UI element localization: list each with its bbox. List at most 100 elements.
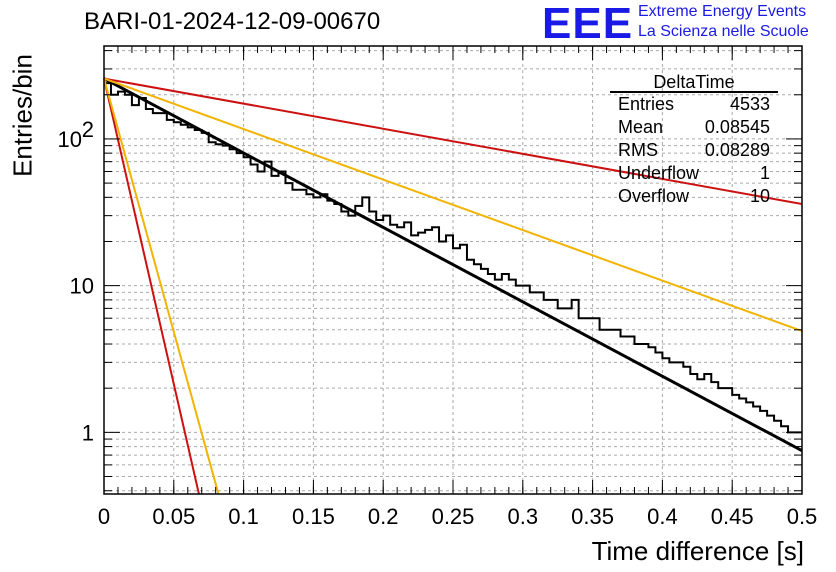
- histogram-bin: [704, 374, 711, 494]
- histogram-bin: [348, 216, 355, 494]
- y-tick-exponent: 2: [82, 117, 94, 142]
- histogram-bin: [397, 227, 404, 494]
- histogram-bin: [279, 171, 286, 494]
- histogram-bin: [725, 388, 732, 494]
- histogram-outline: [104, 82, 802, 434]
- histogram-bin: [439, 241, 446, 494]
- histogram-bin: [579, 318, 586, 494]
- histogram-bin: [516, 286, 523, 494]
- x-tick-label: 0.3: [508, 504, 539, 529]
- x-axis-label: Time difference [s]: [591, 536, 804, 566]
- y-tick-label: 1: [82, 420, 94, 445]
- histogram-bin: [795, 432, 802, 494]
- histogram-bin: [258, 171, 265, 494]
- x-tick-label: 0.45: [711, 504, 754, 529]
- histogram-bin: [474, 264, 481, 494]
- plot-title: BARI-01-2024-12-09-00670: [84, 8, 381, 35]
- histogram-bin: [292, 190, 299, 494]
- x-tick-label: 0.25: [432, 504, 475, 529]
- histogram-bin: [488, 274, 495, 494]
- histogram-bin: [502, 274, 509, 494]
- histogram-bin: [299, 190, 306, 494]
- stats-value: 1: [760, 163, 770, 183]
- histogram-bin: [558, 308, 565, 494]
- x-tick-label: 0.1: [228, 504, 259, 529]
- histogram-bars: [104, 82, 802, 494]
- histogram-bin: [781, 426, 788, 494]
- histogram-bin: [216, 144, 223, 494]
- logo-subtitle-1: Extreme Energy Events: [638, 3, 807, 20]
- histogram-bin: [509, 280, 516, 494]
- x-tick-label: 0: [98, 504, 110, 529]
- axis-ticks: 0 0.05 0.1 0.15 0.2 0.25 0.3 0.35 0.4 0.45 0.5 1 10 1…: [58, 46, 818, 529]
- histogram-bin: [760, 411, 767, 494]
- histogram-bin: [146, 109, 153, 494]
- histogram-bin: [383, 216, 390, 494]
- histogram-bin: [404, 222, 411, 494]
- histogram-bin: [481, 269, 488, 494]
- stats-label: Overflow: [618, 186, 690, 206]
- stats-label: Entries: [618, 94, 674, 114]
- fit-curve: [103, 78, 220, 495]
- histogram-bin: [753, 407, 760, 494]
- histogram-bin: [432, 227, 439, 494]
- histogram-bin: [746, 402, 753, 494]
- fit-curves: [103, 77, 803, 495]
- histogram-bin: [600, 330, 607, 494]
- histogram-bin: [634, 344, 641, 494]
- histogram-bin: [390, 225, 397, 494]
- fit-curve: [103, 77, 803, 206]
- x-tick-label: 0.15: [292, 504, 335, 529]
- histogram-bin: [111, 95, 118, 494]
- eee-logo: EEE: [542, 0, 634, 48]
- stats-label: RMS: [618, 140, 658, 160]
- histogram-bin: [711, 382, 718, 494]
- histogram-bin: [774, 421, 781, 494]
- histogram-bin: [334, 204, 341, 494]
- histogram-bin: [237, 153, 244, 494]
- x-tick-label: 0.05: [152, 504, 195, 529]
- histogram-bin: [530, 292, 537, 494]
- histogram-bin: [788, 432, 795, 494]
- stats-title: DeltaTime: [653, 72, 734, 92]
- grid-lines: [104, 46, 802, 494]
- histogram-bin: [265, 162, 272, 494]
- y-tick-label: 10: [58, 127, 82, 152]
- histogram-bin: [683, 367, 690, 494]
- histogram-bin: [495, 280, 502, 494]
- x-tick-label: 0.35: [571, 504, 614, 529]
- stats-label: Underflow: [618, 163, 700, 183]
- x-tick-label: 0.5: [787, 504, 818, 529]
- histogram-bin: [139, 98, 146, 494]
- histogram-bin: [593, 318, 600, 494]
- histogram-bin: [355, 206, 362, 494]
- histogram-bin: [376, 220, 383, 494]
- histogram-bin: [718, 388, 725, 494]
- logo-subtitle-2: La Scienza nelle Scuole: [638, 23, 809, 40]
- histogram-bin: [341, 212, 348, 494]
- histogram-bin: [460, 245, 467, 494]
- histogram-bin: [621, 337, 628, 494]
- histogram-bin: [467, 260, 474, 494]
- stats-value: 10: [750, 186, 770, 206]
- stats-label: Mean: [618, 117, 663, 137]
- fit-curve: [103, 78, 200, 495]
- y-tick-label: 10: [70, 274, 94, 299]
- histogram-bin: [537, 292, 544, 494]
- histogram-bin: [223, 146, 230, 494]
- histogram-bin: [369, 212, 376, 494]
- histogram-bin: [230, 149, 237, 494]
- histogram-bin: [453, 248, 460, 494]
- histogram-bin: [676, 362, 683, 494]
- x-tick-label: 0.4: [647, 504, 678, 529]
- histogram-bin: [327, 201, 334, 494]
- stats-value: 0.08545: [705, 117, 770, 137]
- histogram-bin: [586, 318, 593, 494]
- histogram-bin: [607, 330, 614, 494]
- histogram-bin: [285, 183, 292, 494]
- histogram-bin: [732, 395, 739, 494]
- histogram-bin: [244, 157, 251, 494]
- fit-curve: [103, 77, 803, 453]
